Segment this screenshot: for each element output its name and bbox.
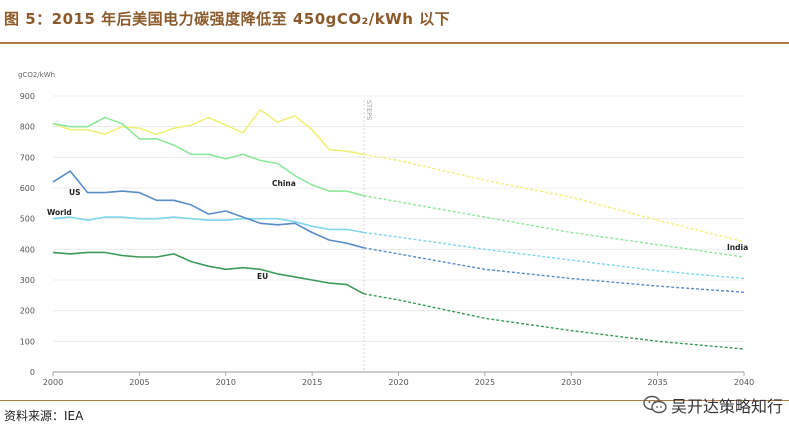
x-tick-label: 2005 <box>129 378 149 387</box>
line-chart: 0 100 200 300 400 500 600 700 800 900 2000 2005 2010… <box>18 71 754 387</box>
watermark-text: 吴开达策略知行 <box>670 397 783 416</box>
series-china-projection <box>363 195 745 258</box>
series-label-india: India <box>727 243 748 252</box>
y-tick-label: 0 <box>30 368 35 377</box>
y-tick-label: 500 <box>20 215 35 224</box>
y-tick-label: 300 <box>20 276 35 285</box>
x-tick-label: 2040 <box>734 378 754 387</box>
x-tick-label: 2035 <box>647 378 667 387</box>
series-us-projection <box>363 247 745 293</box>
x-tick-label: 2010 <box>216 378 236 387</box>
series-label-china: China <box>272 179 296 188</box>
chart-series <box>52 109 745 350</box>
series-label-eu: EU <box>257 272 268 281</box>
source-note: 资料来源：IEA <box>4 409 84 423</box>
bottom-rule <box>0 400 789 401</box>
series-us-historical <box>52 170 365 249</box>
series-india-projection <box>363 153 745 243</box>
wechat-icon <box>643 395 667 414</box>
figure-title: 图 5：2015 年后美国电力碳强度降低至 450gCO₂/kWh 以下 <box>4 10 451 28</box>
title-rule <box>0 42 789 44</box>
y-tick-label: 800 <box>20 123 35 132</box>
series-label-world: World <box>47 208 72 217</box>
series-world-projection <box>363 231 745 280</box>
series-label-us: US <box>69 188 81 197</box>
y-tick-label: 100 <box>20 337 35 346</box>
x-tick-label: 2020 <box>388 378 408 387</box>
y-tick-label: 200 <box>20 307 35 316</box>
x-tick-label: 2030 <box>561 378 581 387</box>
y-tick-label: 900 <box>20 92 35 101</box>
watermark: 吴开达策略知行 <box>643 393 783 417</box>
series-eu-historical <box>52 251 365 295</box>
projection-label: STEPS <box>365 100 373 120</box>
series-india-historical <box>52 109 365 156</box>
chart-labels: STEPS India China World US EU <box>47 100 748 281</box>
y-tick-label: 400 <box>20 245 35 254</box>
x-tick-label: 2000 <box>43 378 63 387</box>
chart-axes: 0 100 200 300 400 500 600 700 800 900 2000 2005 2010… <box>18 71 754 387</box>
chart-grid <box>53 95 744 373</box>
series-eu-projection <box>363 293 745 350</box>
series-china-historical <box>52 116 365 197</box>
y-tick-label: 700 <box>20 153 35 162</box>
y-axis-label: gCO2/kWh <box>18 71 55 79</box>
y-tick-label: 600 <box>20 184 35 193</box>
x-tick-label: 2015 <box>302 378 322 387</box>
series-world-historical <box>52 216 365 234</box>
x-tick-label: 2025 <box>475 378 495 387</box>
